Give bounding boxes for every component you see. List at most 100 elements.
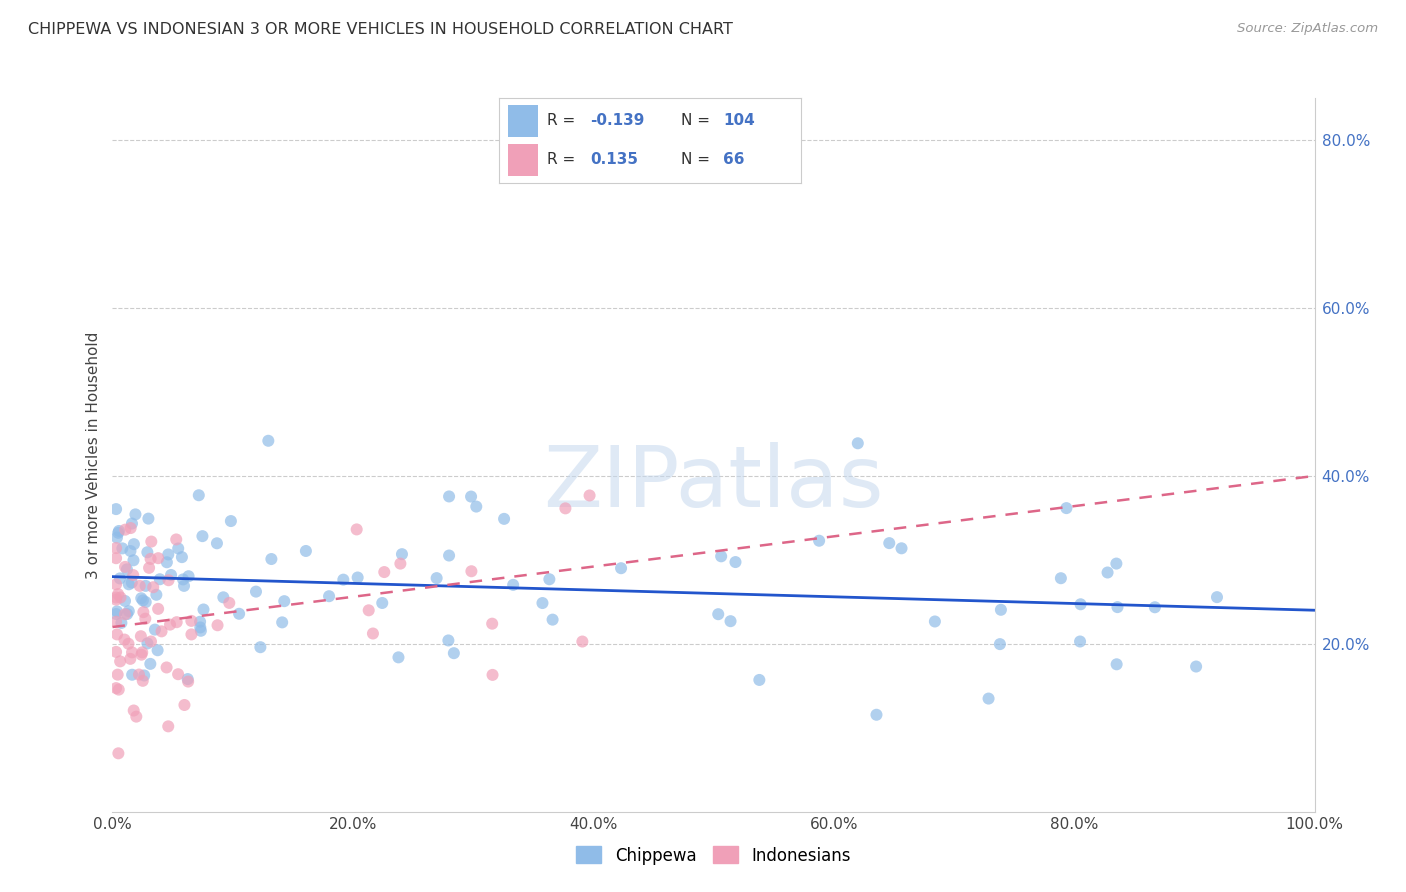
Point (138, 511, 160, 525)
Point (207, 618, 229, 632)
Point (191, 529, 214, 543)
Point (571, 634, 593, 648)
Point (134, 612, 156, 626)
Point (132, 605, 155, 619)
Point (122, 553, 145, 567)
Point (1050, 571, 1073, 585)
Point (271, 615, 294, 630)
Point (114, 594, 136, 608)
Point (108, 524, 131, 538)
Point (710, 549, 733, 564)
Point (128, 579, 150, 593)
Point (148, 551, 170, 566)
Point (273, 594, 295, 608)
Point (160, 568, 183, 582)
Point (110, 591, 132, 605)
Point (257, 434, 280, 448)
Text: N =: N = (681, 113, 714, 128)
Text: 0.135: 0.135 (591, 153, 638, 168)
Point (157, 548, 180, 562)
Point (129, 591, 152, 606)
Point (426, 571, 449, 585)
Point (437, 633, 460, 648)
Point (245, 584, 267, 599)
Point (748, 673, 770, 687)
Point (114, 607, 136, 622)
Point (128, 667, 150, 681)
Point (135, 579, 157, 593)
Point (136, 636, 159, 650)
Point (138, 561, 160, 575)
Point (193, 602, 215, 616)
Point (437, 490, 460, 504)
Point (1185, 659, 1208, 673)
Point (157, 719, 180, 733)
Point (115, 562, 138, 576)
Point (188, 620, 211, 634)
Point (846, 436, 869, 450)
Point (118, 604, 141, 618)
Point (105, 591, 128, 605)
Point (105, 607, 128, 621)
Point (460, 564, 482, 578)
Point (391, 547, 413, 561)
Point (808, 533, 831, 548)
Point (110, 615, 132, 630)
Point (541, 613, 564, 627)
Point (228, 607, 250, 621)
Y-axis label: 3 or more Vehicles in Household: 3 or more Vehicles in Household (86, 331, 101, 579)
Point (107, 667, 129, 681)
Point (139, 552, 162, 566)
Text: N =: N = (681, 153, 720, 168)
Point (122, 704, 145, 718)
Point (117, 637, 139, 651)
Point (114, 632, 136, 647)
Point (389, 557, 412, 571)
Point (105, 681, 128, 695)
Point (578, 488, 600, 502)
Point (129, 629, 152, 643)
Point (146, 643, 169, 657)
Point (177, 569, 200, 583)
Point (121, 516, 143, 531)
Point (318, 589, 340, 603)
Point (114, 523, 136, 537)
Point (121, 575, 143, 590)
Point (105, 615, 128, 629)
Point (105, 541, 128, 555)
Point (150, 624, 173, 639)
Point (1143, 600, 1166, 615)
Point (1107, 600, 1129, 615)
Point (865, 707, 887, 722)
Point (1105, 657, 1128, 672)
Point (167, 667, 190, 681)
Point (177, 672, 200, 686)
FancyBboxPatch shape (508, 144, 538, 176)
Point (136, 545, 159, 559)
Point (107, 682, 129, 697)
Point (538, 572, 561, 586)
Point (143, 623, 166, 637)
Point (142, 580, 165, 594)
Text: Source: ZipAtlas.com: Source: ZipAtlas.com (1237, 22, 1378, 36)
Point (177, 674, 200, 689)
Point (990, 603, 1012, 617)
Legend: Chippewa, Indonesians: Chippewa, Indonesians (569, 839, 858, 871)
Point (108, 654, 131, 668)
Point (373, 565, 395, 579)
Point (212, 591, 235, 605)
Point (105, 592, 128, 607)
FancyBboxPatch shape (508, 105, 538, 137)
Point (260, 552, 283, 566)
Point (146, 602, 169, 616)
Point (205, 536, 228, 550)
Point (122, 537, 145, 551)
Point (924, 615, 946, 629)
Text: R =: R = (547, 153, 585, 168)
Point (494, 512, 516, 526)
Text: CHIPPEWA VS INDONESIAN 3 OR MORE VEHICLES IN HOUSEHOLD CORRELATION CHART: CHIPPEWA VS INDONESIAN 3 OR MORE VEHICLE… (28, 22, 733, 37)
Point (107, 525, 129, 540)
Point (531, 596, 554, 610)
Point (173, 698, 195, 712)
Point (125, 709, 148, 723)
